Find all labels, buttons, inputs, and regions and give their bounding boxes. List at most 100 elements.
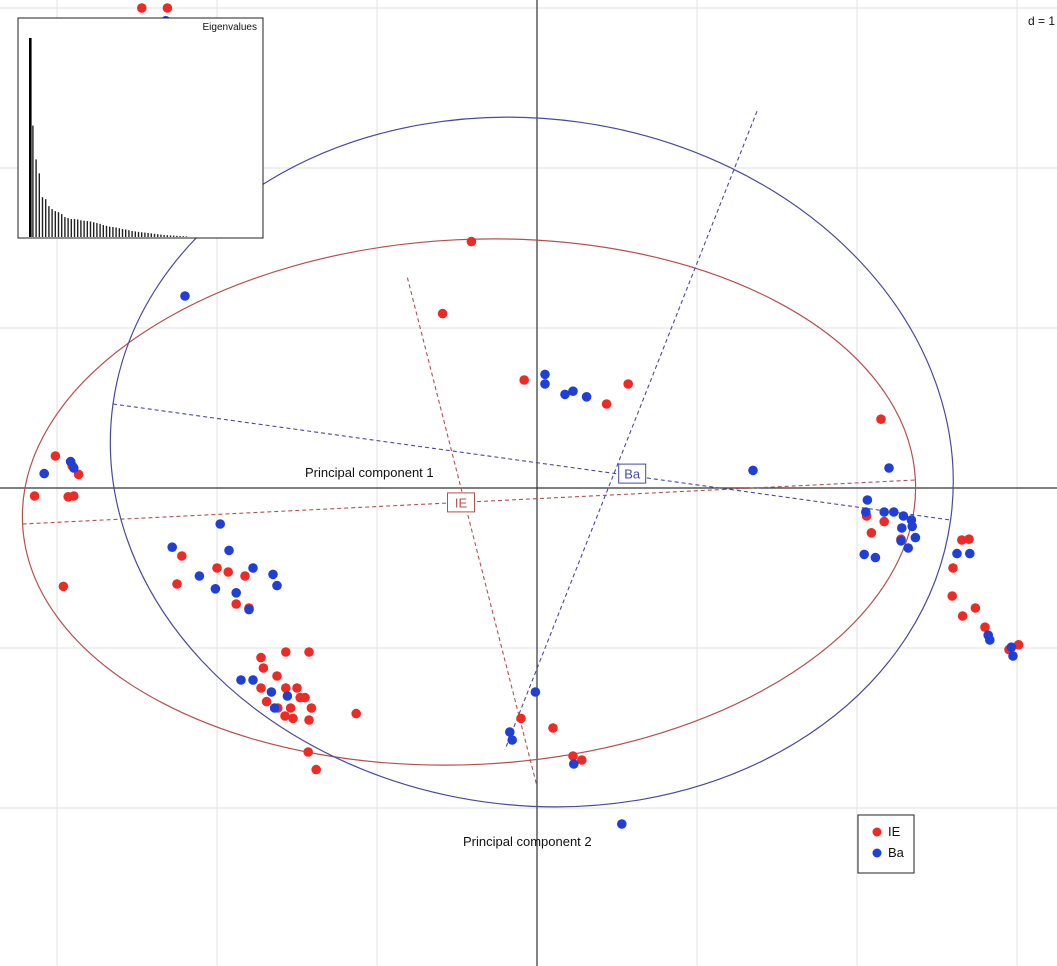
data-point-ie <box>306 703 317 713</box>
data-point-ba <box>505 727 515 737</box>
data-point-ba <box>985 635 995 645</box>
legend-swatch-ie <box>872 827 882 837</box>
data-point-ba <box>569 759 579 769</box>
inset-bar <box>105 225 108 237</box>
data-point-ie <box>568 751 578 761</box>
data-point-ie <box>947 591 957 601</box>
data-point-ba <box>231 588 241 598</box>
inset-bar <box>144 232 146 237</box>
inset-bar <box>35 159 37 237</box>
data-point-ie <box>256 652 266 663</box>
inset-bar <box>80 220 82 237</box>
inset-bar <box>163 235 165 237</box>
data-point-ba <box>39 468 49 479</box>
inset-bar <box>147 233 149 237</box>
inset-bars <box>29 38 188 237</box>
data-point-ba <box>224 545 234 556</box>
data-point-ba <box>748 465 758 476</box>
inset-bar <box>160 234 162 237</box>
data-point-ie <box>272 671 282 681</box>
data-point-ie <box>957 535 967 545</box>
data-point-ie <box>879 516 889 527</box>
inset-bar <box>169 235 172 237</box>
data-point-ie <box>304 715 314 725</box>
inset-bar <box>64 217 66 237</box>
data-point-ie <box>601 399 612 409</box>
ellipse-axis2-ba <box>504 110 758 750</box>
data-point-ie <box>172 579 182 589</box>
data-point-ba <box>861 507 871 517</box>
data-point-ie <box>137 3 147 13</box>
eigenvalues-inset: Eigenvalues <box>17 17 264 239</box>
inset-bar <box>77 219 79 237</box>
data-point-ie <box>162 3 173 13</box>
legend-swatch-ba <box>872 848 882 858</box>
inset-bar <box>86 221 88 237</box>
inset-bar <box>48 206 50 237</box>
data-point-ba <box>540 369 550 380</box>
ellipse-axis1-ba <box>112 403 951 521</box>
inset-bar <box>185 236 188 237</box>
data-point-ie <box>281 647 291 657</box>
legend-label-ie: IE <box>888 824 901 839</box>
inset-bar <box>125 229 127 237</box>
inset-bar <box>118 228 120 237</box>
inset-bar <box>67 218 69 237</box>
inset-bar <box>112 227 114 237</box>
scale-label: d = 1 <box>1028 14 1055 28</box>
inset-bar <box>179 236 181 237</box>
data-point-ie <box>231 599 241 609</box>
inset-bar <box>137 231 140 237</box>
scale-label-box: d = 1 <box>1024 12 1057 30</box>
data-point-ba <box>859 549 869 560</box>
data-point-ba <box>244 604 254 615</box>
data-point-ba <box>248 563 258 573</box>
inset-bar <box>45 199 47 237</box>
inset-bar <box>93 222 95 237</box>
inset-bar <box>109 226 111 237</box>
data-point-ba <box>884 463 894 473</box>
data-point-ba <box>282 691 293 701</box>
data-point-ie <box>177 551 187 561</box>
inset-bar <box>121 229 124 237</box>
data-point-ie <box>964 534 974 544</box>
data-point-ba <box>69 463 79 473</box>
inset-bar <box>150 233 152 237</box>
inset-bar <box>38 173 40 237</box>
legend: IE Ba <box>857 814 915 874</box>
data-point-ie <box>466 236 477 247</box>
data-point-ba <box>210 584 221 594</box>
data-point-ba <box>560 389 570 400</box>
data-point-ba <box>903 543 913 553</box>
group-label-box-ie <box>447 492 475 513</box>
inset-bar <box>166 235 168 237</box>
inset-bar <box>51 209 53 237</box>
data-point-ie <box>280 711 290 721</box>
inset-bar <box>54 211 56 237</box>
data-point-ie <box>281 683 291 693</box>
data-point-ba <box>530 687 541 697</box>
data-point-ba <box>269 703 280 713</box>
data-point-ie <box>304 647 314 657</box>
data-point-ie <box>240 571 250 581</box>
inset-bar <box>173 235 175 237</box>
data-point-ba <box>965 548 975 559</box>
data-point-ie <box>69 491 79 501</box>
data-point-ie <box>256 683 266 693</box>
data-point-ba <box>248 675 258 685</box>
inset-bar <box>83 220 85 237</box>
data-point-ba <box>568 386 578 397</box>
data-point-ba <box>862 495 873 505</box>
inset-bar <box>89 221 92 237</box>
data-point-ba <box>215 519 225 529</box>
data-point-ie <box>516 713 526 724</box>
data-point-ie <box>351 708 362 719</box>
data-point-ie <box>300 692 310 703</box>
axis-y-label: Principal component 2 <box>463 834 592 849</box>
data-point-ie <box>258 663 269 673</box>
data-point-ie <box>948 563 958 573</box>
inset-bar <box>134 231 136 237</box>
inset-bar <box>61 214 63 237</box>
